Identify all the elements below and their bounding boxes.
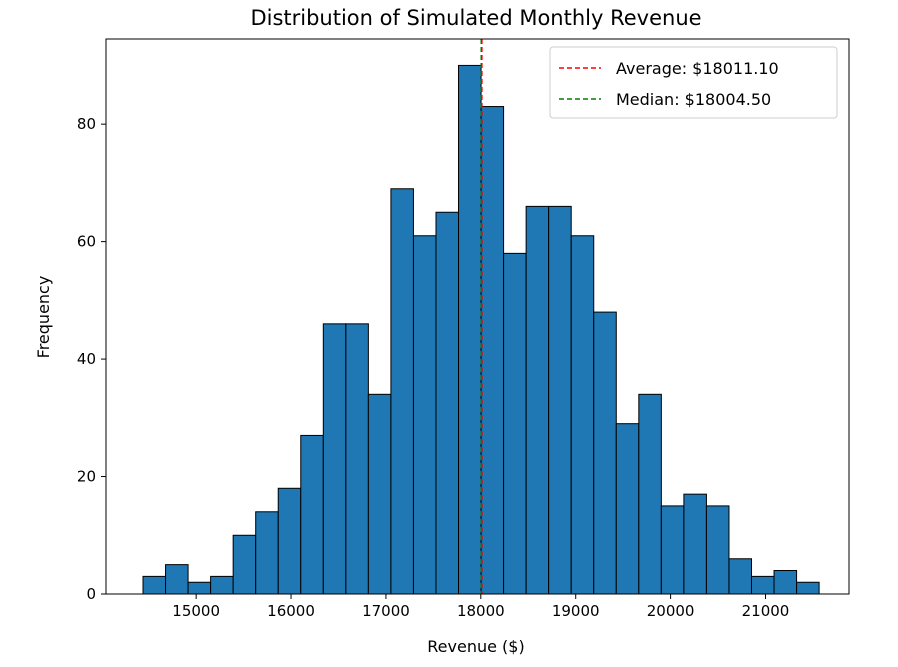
histogram-bar	[367, 393, 392, 595]
histogram-bar	[525, 205, 550, 595]
x-tick-label: 15000	[172, 602, 220, 620]
histogram-bar	[232, 534, 257, 595]
histogram-bar	[480, 106, 505, 595]
histogram-bar	[593, 311, 617, 595]
legend: Average: $18011.10 Median: $18004.50	[549, 46, 838, 119]
histogram-bar	[705, 505, 730, 595]
reference-lines-group	[480, 39, 483, 594]
plot-frame	[105, 38, 850, 595]
histogram-bar	[255, 511, 279, 595]
histogram-bar	[142, 575, 167, 595]
x-tick-label: 21000	[742, 602, 790, 620]
bars-group	[142, 64, 820, 595]
histogram-bar	[390, 188, 414, 595]
histogram-bar	[773, 570, 798, 595]
histogram-bar	[412, 235, 437, 595]
histogram-bar	[503, 252, 527, 595]
x-tick-label: 16000	[267, 602, 315, 620]
histogram-bar	[458, 64, 482, 595]
y-tick-label: 40	[77, 350, 96, 368]
chart-title: Distribution of Simulated Monthly Revenu…	[250, 6, 701, 30]
x-axis-label: Revenue ($)	[427, 637, 524, 656]
histogram-bar	[300, 434, 324, 595]
x-tick-label: 17000	[362, 602, 410, 620]
histogram-bar	[683, 493, 707, 595]
histogram-bar	[165, 564, 189, 595]
histogram-bar	[210, 575, 234, 595]
histogram-bar	[660, 505, 685, 595]
x-axis-ticks: 15000 16000 17000 18000 19000 20000 21000	[172, 594, 789, 620]
histogram-bar	[322, 323, 347, 595]
x-tick-label: 18000	[457, 602, 505, 620]
y-tick-label: 80	[77, 115, 96, 133]
histogram-bar	[750, 575, 775, 595]
y-axis-label: Frequency	[34, 276, 53, 359]
x-tick-label: 19000	[552, 602, 600, 620]
histogram-bar	[345, 323, 369, 595]
histogram-bar	[277, 487, 302, 595]
histogram-bar	[548, 205, 572, 595]
y-axis-ticks: 0 20 40 60 80	[77, 115, 106, 603]
y-tick-label: 20	[77, 468, 96, 486]
histogram-bar	[435, 211, 460, 595]
histogram-bar	[796, 581, 820, 595]
histogram-bar	[728, 558, 752, 595]
y-tick-label: 0	[86, 585, 96, 603]
legend-box	[549, 46, 838, 119]
legend-average-label: Average: $18011.10	[616, 59, 779, 78]
histogram-bar	[570, 235, 595, 595]
histogram-bar	[615, 423, 640, 595]
legend-median-label: Median: $18004.50	[616, 90, 771, 109]
histogram-bar	[638, 393, 662, 595]
y-tick-label: 60	[77, 233, 96, 251]
histogram-bar	[187, 581, 212, 595]
x-tick-label: 20000	[647, 602, 695, 620]
